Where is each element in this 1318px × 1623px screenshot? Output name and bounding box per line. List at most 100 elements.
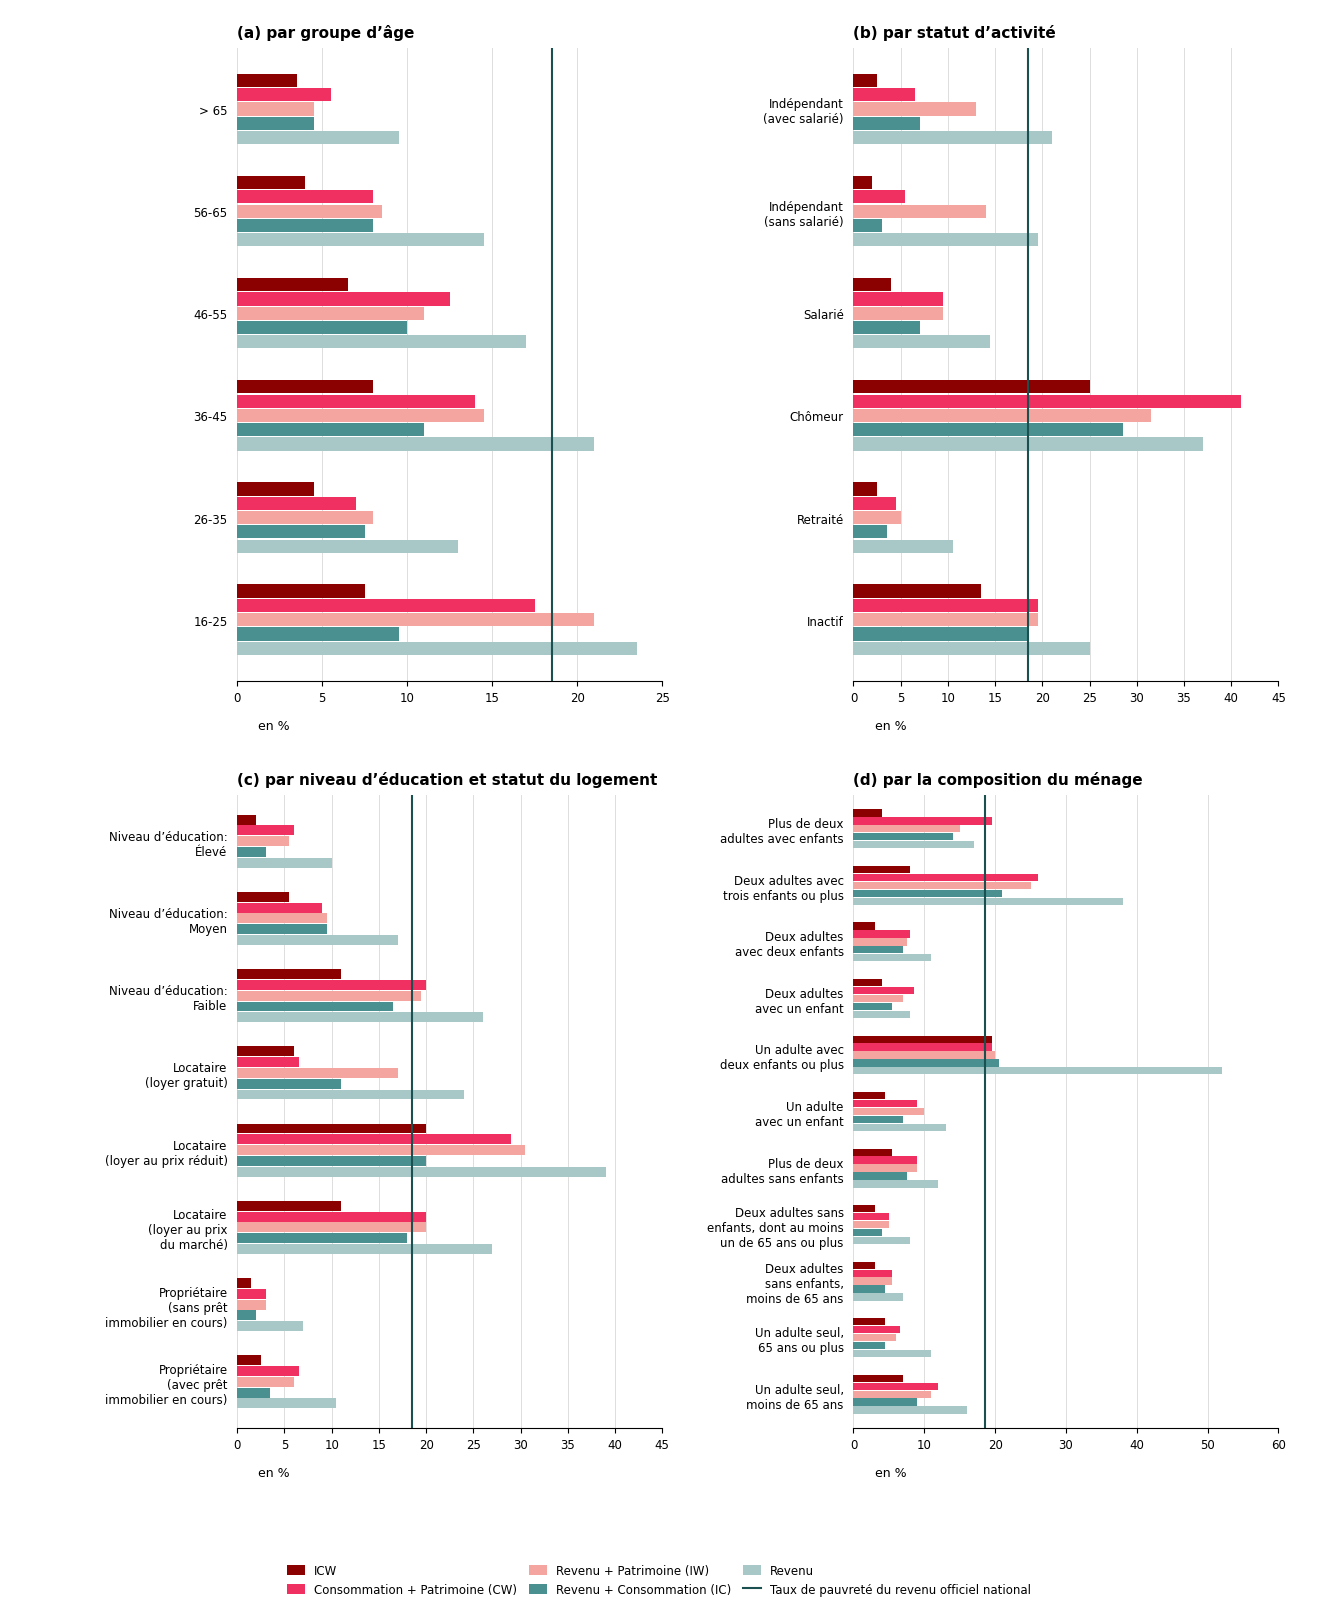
Bar: [854, 883, 1031, 889]
Text: (a) par groupe d’âge: (a) par groupe d’âge: [237, 24, 415, 41]
Bar: [237, 1279, 252, 1289]
Bar: [237, 219, 373, 232]
Bar: [854, 1214, 888, 1220]
Bar: [237, 628, 399, 641]
Bar: [854, 1285, 886, 1294]
Bar: [854, 841, 974, 849]
Bar: [854, 923, 875, 930]
Bar: [854, 117, 920, 131]
Bar: [237, 409, 484, 422]
Bar: [237, 75, 297, 88]
Bar: [854, 1261, 875, 1269]
Bar: [854, 1206, 875, 1212]
Bar: [854, 889, 1002, 898]
Bar: [854, 1407, 967, 1414]
Bar: [854, 995, 903, 1003]
Bar: [854, 381, 1090, 394]
Bar: [237, 1376, 294, 1388]
Bar: [237, 321, 407, 334]
Bar: [854, 1044, 991, 1052]
Bar: [854, 424, 1123, 437]
Bar: [237, 935, 398, 946]
Bar: [854, 875, 1037, 881]
Bar: [854, 826, 960, 833]
Bar: [237, 815, 256, 824]
Bar: [854, 307, 944, 321]
Bar: [854, 818, 991, 824]
Bar: [237, 969, 341, 979]
Bar: [854, 219, 882, 232]
Bar: [237, 192, 373, 204]
Bar: [237, 1047, 294, 1057]
Bar: [854, 206, 986, 219]
Bar: [237, 294, 449, 307]
Bar: [854, 810, 882, 816]
Bar: [854, 1383, 938, 1389]
Bar: [854, 1237, 911, 1245]
Text: (c) par niveau d’éducation et statut du logement: (c) par niveau d’éducation et statut du …: [237, 771, 658, 787]
Bar: [237, 1399, 336, 1409]
Bar: [854, 586, 981, 599]
Bar: [237, 1311, 256, 1321]
Bar: [237, 1201, 341, 1211]
X-axis label: en %: en %: [875, 1466, 907, 1479]
Bar: [237, 424, 424, 437]
Bar: [237, 1058, 299, 1068]
Text: (d) par la composition du ménage: (d) par la composition du ménage: [854, 771, 1143, 787]
Bar: [237, 1156, 426, 1167]
Bar: [854, 1092, 886, 1100]
Bar: [854, 89, 915, 102]
Bar: [854, 1277, 892, 1285]
Bar: [854, 1391, 932, 1397]
Bar: [854, 1035, 991, 1044]
Bar: [854, 1326, 899, 1334]
Bar: [237, 893, 289, 902]
Bar: [237, 1321, 303, 1331]
X-axis label: en %: en %: [258, 719, 290, 732]
Bar: [237, 1300, 265, 1310]
Bar: [237, 381, 373, 394]
Bar: [237, 1146, 526, 1156]
Bar: [854, 1052, 995, 1058]
Bar: [854, 946, 903, 954]
Bar: [237, 1068, 398, 1078]
Bar: [854, 930, 911, 938]
Bar: [237, 1079, 341, 1089]
Bar: [237, 643, 637, 656]
Bar: [854, 599, 1037, 612]
Bar: [854, 613, 1037, 626]
Bar: [854, 1180, 938, 1188]
Bar: [237, 859, 332, 868]
Bar: [237, 1123, 426, 1134]
Bar: [237, 484, 314, 497]
Bar: [854, 1318, 886, 1326]
Bar: [237, 847, 265, 857]
X-axis label: en %: en %: [875, 719, 907, 732]
Bar: [854, 1068, 1222, 1074]
Bar: [854, 75, 876, 88]
Bar: [237, 1245, 492, 1255]
Bar: [854, 1375, 903, 1383]
Bar: [854, 643, 1090, 656]
Bar: [854, 321, 920, 334]
Bar: [237, 914, 327, 923]
Bar: [237, 925, 327, 935]
Bar: [854, 938, 907, 946]
Bar: [854, 294, 944, 307]
Bar: [237, 1013, 482, 1022]
Bar: [237, 1233, 407, 1243]
Bar: [854, 1269, 892, 1277]
Bar: [237, 980, 426, 990]
Bar: [237, 1355, 261, 1365]
Bar: [854, 484, 876, 497]
Bar: [854, 104, 977, 117]
Text: (b) par statut d’activité: (b) par statut d’activité: [854, 24, 1056, 41]
Bar: [237, 307, 424, 321]
Bar: [237, 599, 535, 612]
Bar: [237, 117, 314, 131]
Bar: [854, 438, 1203, 451]
Bar: [854, 987, 913, 995]
Bar: [237, 826, 294, 836]
Bar: [854, 497, 896, 511]
Bar: [237, 1167, 605, 1177]
